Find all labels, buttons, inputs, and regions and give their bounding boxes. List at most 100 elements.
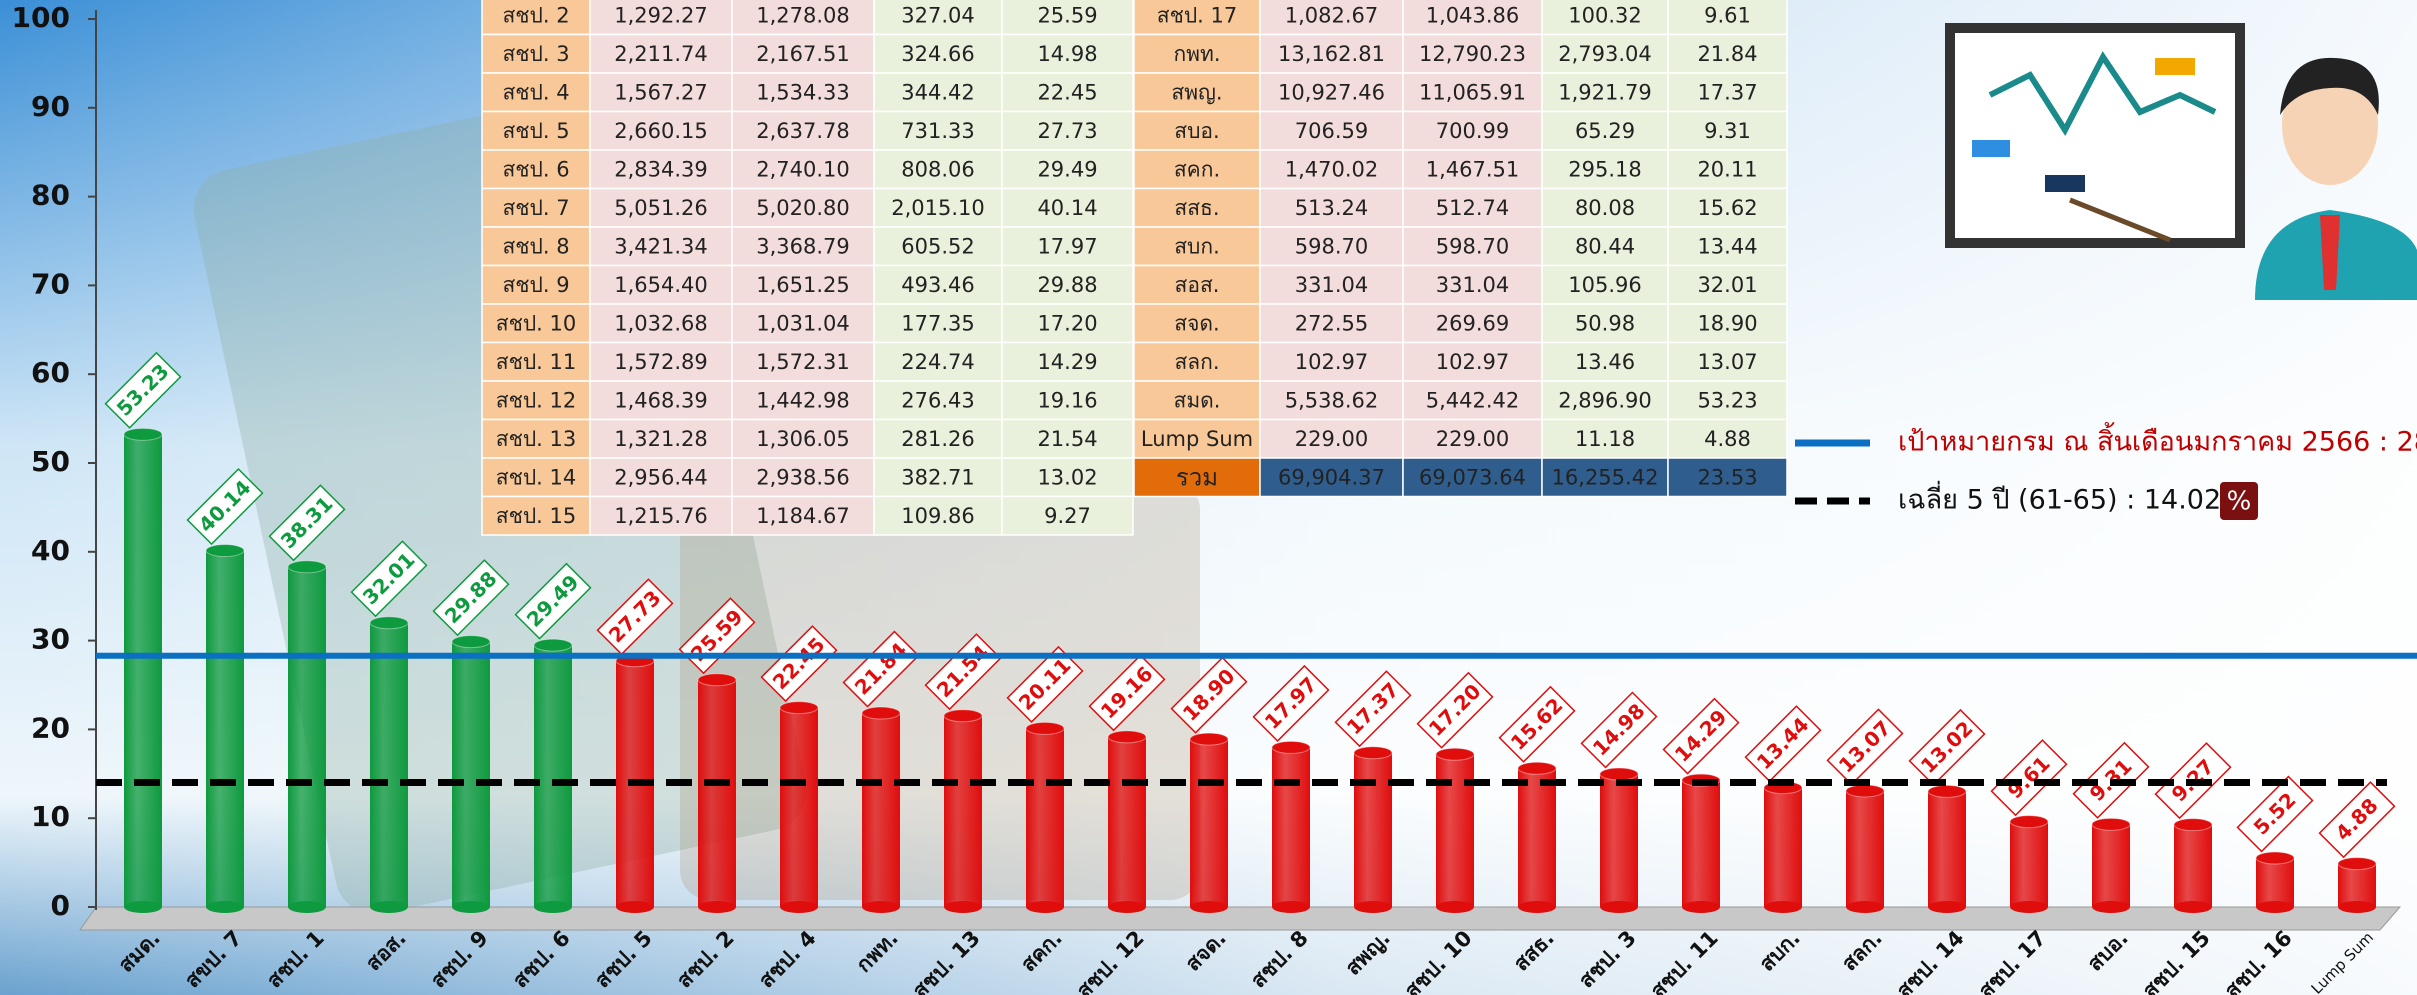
- table-cell-text: 2,740.10: [756, 157, 850, 181]
- table-cell-text: 512.74: [1436, 196, 1509, 220]
- table-cell-text: 69,904.37: [1278, 465, 1385, 489]
- bar-base: [616, 901, 654, 913]
- y-tick-label: 10: [31, 800, 70, 833]
- bar-cap: [2174, 819, 2212, 831]
- table-cell-text: 40.14: [1037, 196, 1097, 220]
- table-cell-text: 1,032.68: [614, 311, 708, 335]
- bar-cap: [1928, 785, 1966, 797]
- bar: [1108, 737, 1146, 907]
- table-cell-text: สชป. 15: [496, 504, 576, 528]
- y-tick-label: 70: [31, 267, 70, 300]
- bar: [780, 708, 818, 907]
- bar: [1600, 774, 1638, 907]
- table-cell-text: 5,020.80: [756, 196, 850, 220]
- table-cell-text: สชป. 5: [502, 119, 569, 143]
- table-cell-text: สชป. 12: [496, 388, 576, 412]
- table-cell-text: 2,015.10: [891, 196, 985, 220]
- table-cell-text: 269.69: [1436, 311, 1509, 335]
- table-cell-text: 13,162.81: [1278, 42, 1385, 66]
- table-cell-text: 2,834.39: [614, 157, 708, 181]
- bar: [1354, 753, 1392, 907]
- table-cell-text: 16,255.42: [1552, 465, 1659, 489]
- bar-base: [862, 901, 900, 913]
- board-note: [2155, 58, 2195, 75]
- bar-cap: [534, 639, 572, 651]
- y-tick-label: 50: [31, 445, 70, 478]
- table-cell-text: สคก.: [1174, 157, 1220, 181]
- table-cell-text: 29.88: [1037, 273, 1097, 297]
- table-cell-text: 15.62: [1697, 196, 1757, 220]
- bar-base: [2256, 901, 2294, 913]
- table-cell-text: 1,567.27: [614, 80, 708, 104]
- table-cell-text: สสธ.: [1174, 196, 1219, 220]
- table-cell-text: 1,215.76: [614, 504, 708, 528]
- bar-cap: [2338, 858, 2376, 870]
- bar-base: [288, 901, 326, 913]
- table-cell-text: 80.44: [1575, 234, 1635, 258]
- bar-cap: [2010, 816, 2048, 828]
- bar-base: [1764, 901, 1802, 913]
- bar: [1846, 791, 1884, 907]
- table-cell-text: 109.86: [901, 504, 974, 528]
- table-cell-text: 9.61: [1704, 3, 1751, 27]
- bar-base: [1190, 901, 1228, 913]
- table-cell-text: 18.90: [1697, 311, 1757, 335]
- table-cell-text: 177.35: [901, 311, 974, 335]
- bar: [944, 716, 982, 907]
- table-cell-text: สชป. 10: [496, 311, 576, 335]
- bar-base: [1354, 901, 1392, 913]
- bar-cap: [1026, 722, 1064, 734]
- table-cell-text: สจด.: [1174, 311, 1219, 335]
- table-cell-text: 9.27: [1044, 504, 1091, 528]
- table-cell-text: 21.84: [1697, 42, 1757, 66]
- table-cell-text: 324.66: [901, 42, 974, 66]
- table-cell-text: สบก.: [1174, 234, 1220, 258]
- bar: [698, 680, 736, 907]
- table-cell-text: 69,073.64: [1419, 465, 1526, 489]
- y-tick-label: 60: [31, 356, 70, 389]
- table-cell-text: 29.49: [1037, 157, 1097, 181]
- table-cell-text: 32.01: [1697, 273, 1757, 297]
- bar-cap: [2092, 818, 2130, 830]
- table-cell-text: 1,442.98: [756, 388, 850, 412]
- bar: [1272, 747, 1310, 907]
- bar-cap: [698, 674, 736, 686]
- table-cell-text: 5,538.62: [1285, 388, 1379, 412]
- percent-badge-text: %: [2227, 487, 2252, 517]
- legend-label: เฉลี่ย 5 ปี (61-65) : 14.02: [1898, 481, 2221, 516]
- table-cell-text: 1,031.04: [756, 311, 850, 335]
- bar: [288, 567, 326, 907]
- bar: [1682, 780, 1720, 907]
- bar-base: [2174, 901, 2212, 913]
- y-tick-label: 90: [31, 90, 70, 123]
- table-cell-text: 731.33: [901, 119, 974, 143]
- table-cell-text: สลก.: [1174, 350, 1219, 374]
- table-cell-text: 3,421.34: [614, 234, 708, 258]
- floor: [80, 907, 2400, 930]
- bar-cap: [1518, 762, 1556, 774]
- table-cell-text: 331.04: [1436, 273, 1509, 297]
- bar-base: [1108, 901, 1146, 913]
- table-cell-text: 1,651.25: [756, 273, 850, 297]
- table-cell-text: 706.59: [1295, 119, 1368, 143]
- bar: [370, 623, 408, 907]
- table-cell-text: สชป. 3: [502, 42, 569, 66]
- table-cell-text: 1,534.33: [756, 80, 850, 104]
- table-cell-text: 1,572.31: [756, 350, 850, 374]
- bar-base: [370, 901, 408, 913]
- table-cell-text: สอส.: [1175, 273, 1220, 297]
- bar-base: [1026, 901, 1064, 913]
- board-note: [1972, 140, 2010, 157]
- table-cell-text: 1,572.89: [614, 350, 708, 374]
- bar: [1928, 791, 1966, 907]
- bar-cap: [206, 545, 244, 557]
- table-cell-text: 1,467.51: [1426, 157, 1520, 181]
- table-cell-text: 598.70: [1436, 234, 1509, 258]
- table-cell-text: Lump Sum: [1141, 427, 1253, 451]
- table-cell-text: 272.55: [1295, 311, 1368, 335]
- table-cell-text: 23.53: [1697, 465, 1757, 489]
- bar-cap: [1108, 731, 1146, 743]
- table-cell-text: สมด.: [1174, 388, 1221, 412]
- table-cell-text: 382.71: [901, 465, 974, 489]
- bar-base: [2010, 901, 2048, 913]
